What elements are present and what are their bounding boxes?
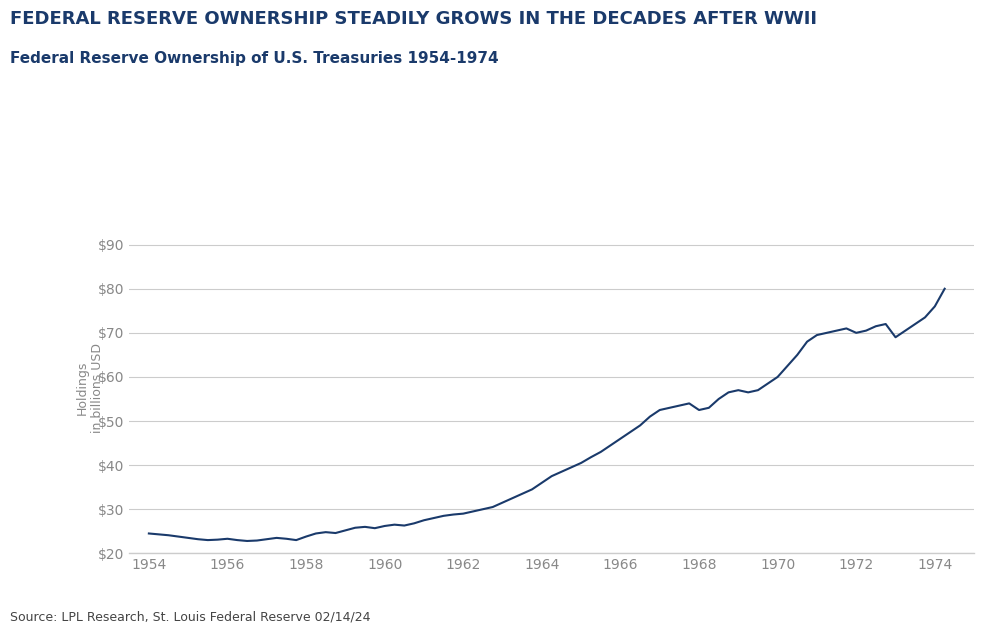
Y-axis label: Holdings
in billions USD: Holdings in billions USD: [76, 343, 103, 433]
Text: FEDERAL RESERVE OWNERSHIP STEADILY GROWS IN THE DECADES AFTER WWII: FEDERAL RESERVE OWNERSHIP STEADILY GROWS…: [10, 10, 817, 27]
Text: Federal Reserve Ownership of U.S. Treasuries 1954-1974: Federal Reserve Ownership of U.S. Treasu…: [10, 51, 499, 66]
Text: Source: LPL Research, St. Louis Federal Reserve 02/14/24: Source: LPL Research, St. Louis Federal …: [10, 611, 371, 623]
